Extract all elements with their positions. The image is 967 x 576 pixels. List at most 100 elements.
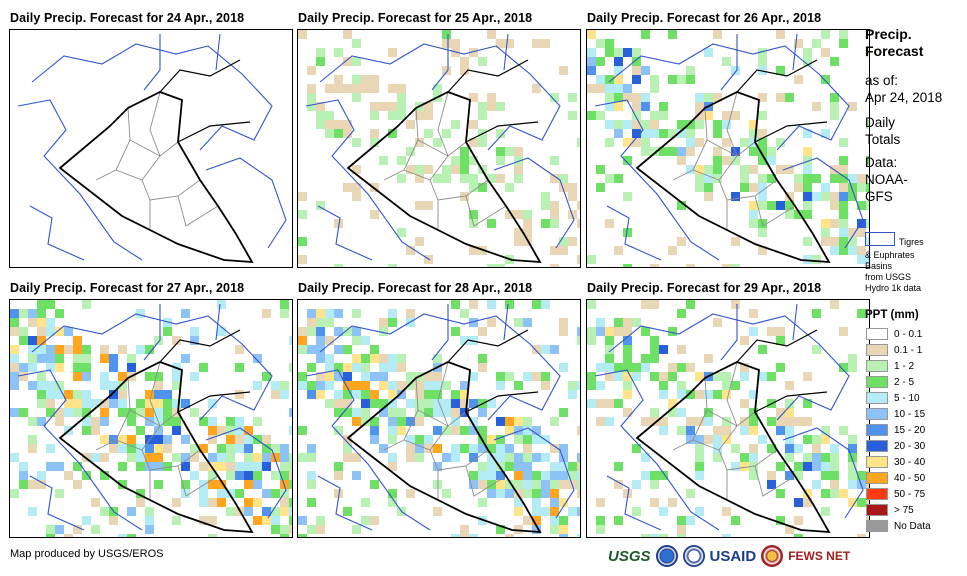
- precip-cell: [587, 48, 596, 57]
- ppt-class-12: No Data: [866, 518, 931, 534]
- precip-cell: [812, 480, 821, 489]
- precip-cell: [154, 426, 163, 435]
- precip-cell: [514, 165, 523, 174]
- precip-cell: [73, 399, 82, 408]
- precip-cell: [713, 30, 722, 39]
- precip-cell: [226, 444, 235, 453]
- precip-cell: [749, 138, 758, 147]
- precip-cell: [514, 156, 523, 165]
- precip-cell: [316, 354, 325, 363]
- precip-cell: [623, 93, 632, 102]
- precip-cell: [298, 381, 307, 390]
- precip-cell: [559, 471, 568, 480]
- precip-cell: [217, 453, 226, 462]
- precip-cell: [46, 525, 55, 534]
- precip-cell: [731, 516, 740, 525]
- precip-cell: [10, 354, 19, 363]
- precip-cell: [82, 300, 91, 309]
- precip-cell: [352, 327, 361, 336]
- precip-cell: [803, 192, 812, 201]
- precip-cell: [794, 462, 803, 471]
- precip-cell: [361, 399, 370, 408]
- precip-cell: [118, 462, 127, 471]
- precip-cell: [487, 489, 496, 498]
- precip-cell: [442, 426, 451, 435]
- precip-cell: [623, 345, 632, 354]
- precip-cell: [460, 381, 469, 390]
- precip-cell: [596, 165, 605, 174]
- precip-cell: [605, 399, 614, 408]
- precip-cell: [136, 399, 145, 408]
- precip-cell: [839, 237, 848, 246]
- precip-cell: [559, 183, 568, 192]
- precip-cell: [100, 471, 109, 480]
- precip-cell: [641, 471, 650, 480]
- precip-cell: [614, 129, 623, 138]
- precip-cell: [848, 192, 857, 201]
- basin-boundary: [143, 33, 221, 91]
- precip-cell: [550, 93, 559, 102]
- precip-cell: [10, 345, 19, 354]
- precip-cell: [767, 156, 776, 165]
- precip-cell: [235, 489, 244, 498]
- precip-cell: [397, 84, 406, 93]
- precip-cell: [559, 363, 568, 372]
- precip-cell: [82, 354, 91, 363]
- ppt-swatch: [866, 376, 888, 388]
- precip-cell: [109, 363, 118, 372]
- precip-cell: [100, 354, 109, 363]
- precip-cell: [109, 399, 118, 408]
- precip-cell: [587, 30, 596, 39]
- precip-cell: [388, 111, 397, 120]
- precip-cell: [370, 129, 379, 138]
- precip-cell: [370, 354, 379, 363]
- ppt-label: 10 - 15: [894, 408, 926, 420]
- precip-cell: [704, 417, 713, 426]
- precip-cell: [415, 165, 424, 174]
- precip-cell: [118, 408, 127, 417]
- precip-cell: [460, 309, 469, 318]
- precip-cell: [37, 327, 46, 336]
- precip-cell: [505, 534, 514, 537]
- precip-cell: [731, 300, 740, 309]
- basin-boundary: [782, 427, 864, 519]
- precip-cell: [397, 228, 406, 237]
- precip-cell: [731, 156, 740, 165]
- ppt-class-11: > 75: [866, 502, 931, 518]
- precip-cell: [568, 183, 577, 192]
- precip-cell: [370, 390, 379, 399]
- precip-cell: [776, 30, 785, 39]
- precip-cell: [541, 192, 550, 201]
- precip-cell: [424, 372, 433, 381]
- precip-cell: [767, 444, 776, 453]
- precip-cell: [244, 471, 253, 480]
- precip-cell: [478, 354, 487, 363]
- precip-cell: [632, 93, 641, 102]
- precip-cell: [731, 381, 740, 390]
- precip-cell: [280, 381, 289, 390]
- precip-cell: [172, 516, 181, 525]
- precip-cell: [857, 498, 866, 507]
- precip-cell: [830, 174, 839, 183]
- precip-cell: [532, 426, 541, 435]
- precip-cell: [280, 534, 289, 537]
- precip-cell: [794, 444, 803, 453]
- precip-cell: [677, 156, 686, 165]
- precip-cell: [442, 489, 451, 498]
- precip-cell: [632, 102, 641, 111]
- precip-cell: [632, 48, 641, 57]
- precip-cell: [64, 345, 73, 354]
- precip-cell: [550, 219, 559, 228]
- precip-cell: [776, 516, 785, 525]
- precip-cell: [821, 435, 830, 444]
- precip-cell: [650, 354, 659, 363]
- precip-cell: [217, 462, 226, 471]
- precip-cell: [758, 435, 767, 444]
- precip-cell: [442, 408, 451, 417]
- precip-cell: [722, 390, 731, 399]
- precip-cell: [839, 174, 848, 183]
- precip-cell: [154, 336, 163, 345]
- precip-cell: [442, 174, 451, 183]
- precip-cell: [722, 120, 731, 129]
- precip-cell: [577, 336, 580, 345]
